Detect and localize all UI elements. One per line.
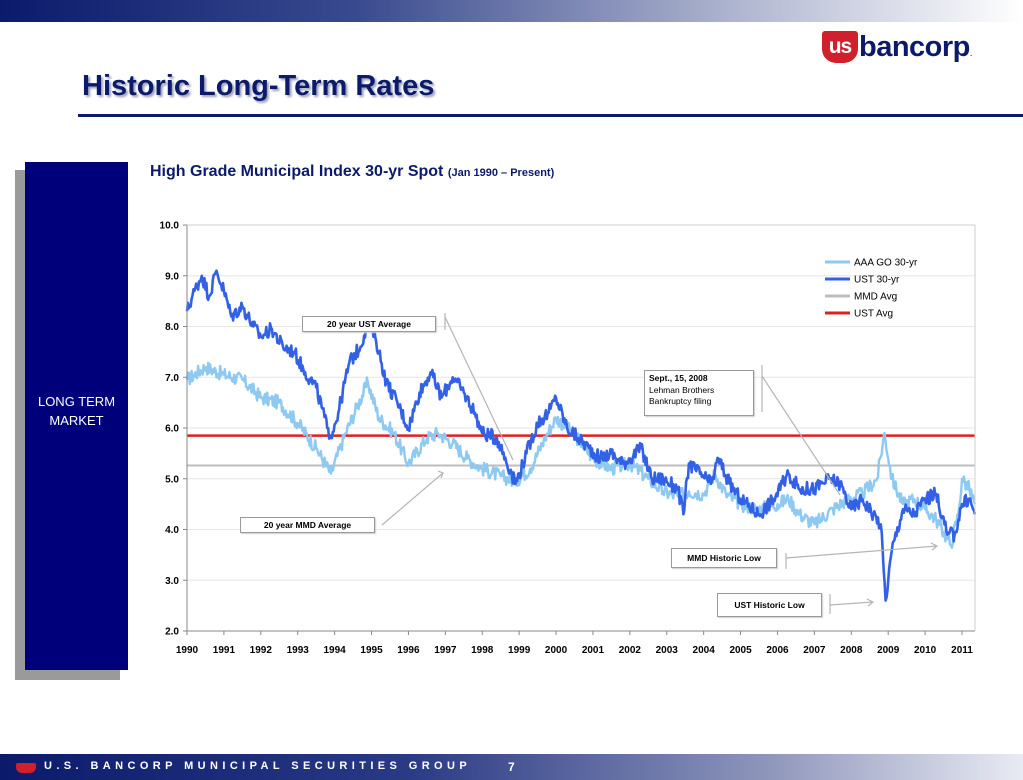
mmd-average-callout: 20 year MMD Average [240, 517, 375, 533]
series-line-aaa-go-30-yr [185, 361, 977, 549]
chart-title-text: High Grade Municipal Index 30-yr Spot [150, 163, 444, 180]
x-tick-label: 1997 [434, 645, 457, 656]
ust-average-leader [444, 316, 514, 461]
annotation-leaders [381, 313, 939, 614]
mmd-average-arrowhead [437, 470, 444, 479]
side-panel: LONG TERM MARKET [25, 162, 128, 670]
legend: AAA GO 30-yr UST 30-yr MMD Avg UST Avg [825, 258, 918, 320]
footer-flag-icon [16, 763, 36, 773]
y-tick-label: 5.0 [165, 474, 179, 485]
x-tick-label: 1999 [508, 645, 531, 656]
chart-title: High Grade Municipal Index 30-yr Spot (J… [150, 163, 554, 181]
ust-low-callout-text: UST Historic Low [734, 600, 805, 610]
x-tick-label: 2010 [914, 645, 937, 656]
footer-text: U.S. BANCORP MUNICIPAL SECURITIES GROUP [44, 760, 472, 772]
y-tick-label: 4.0 [165, 525, 179, 536]
title-divider [78, 114, 1023, 117]
x-tick-label: 2000 [545, 645, 568, 656]
x-tick-label: 1998 [471, 645, 494, 656]
y-tick-label: 7.0 [165, 373, 179, 384]
page-title: Historic Long-Term Rates [82, 70, 435, 102]
lehman-callout-date: Sept., 15, 2008 [649, 373, 708, 383]
x-tick-label: 2011 [951, 645, 973, 656]
legend-label: UST Avg [854, 309, 893, 320]
series-layer [185, 269, 977, 602]
series-line-ust-30-yr [185, 269, 977, 602]
x-tick-label: 1995 [360, 645, 383, 656]
y-tick-label: 6.0 [165, 424, 179, 435]
x-tick-label: 2009 [877, 645, 900, 656]
x-tick-label: 2008 [840, 645, 863, 656]
mmd-average-leader [381, 472, 444, 526]
lehman-callout: Sept., 15, 2008 Lehman Brothers Bankrupt… [644, 370, 754, 416]
x-tick-label: 1991 [213, 645, 236, 656]
x-tick-label: 2005 [729, 645, 752, 656]
page-number: 7 [508, 760, 515, 774]
x-tick-label: 1993 [287, 645, 310, 656]
x-tick-label: 2004 [693, 645, 716, 656]
mmd-low-callout: MMD Historic Low [671, 548, 777, 568]
ust-low-arrowhead [866, 598, 875, 607]
ust-low-leader [829, 601, 874, 606]
y-tick-label: 10.0 [160, 221, 180, 232]
chart-subtitle: (Jan 1990 – Present) [447, 167, 555, 179]
legend-label: MMD Avg [854, 292, 897, 303]
mmd-low-leader [785, 545, 938, 559]
x-tick-label: 2007 [803, 645, 826, 656]
top-gradient-bar [0, 0, 1023, 22]
y-tick-labels: 10.0 9.0 8.0 7.0 6.0 5.0 4.0 3.0 2.0 [160, 221, 180, 638]
logo-registered-mark: . [969, 48, 973, 58]
mmd-low-callout-text: MMD Historic Low [687, 553, 761, 563]
axis-layer [183, 224, 976, 635]
ust-average-callout: 20 year UST Average [302, 316, 436, 332]
usbancorp-logo: us bancorp . [822, 30, 972, 64]
x-tick-label: 1994 [323, 645, 346, 656]
rates-line-chart: 10.09.08.07.06.05.04.03.02.0 1990 1991 199… [160, 221, 977, 656]
y-tick-label: 3.0 [165, 576, 179, 587]
logo-shield-icon: us [822, 31, 858, 63]
footer-bar: U.S. BANCORP MUNICIPAL SECURITIES GROUP … [0, 754, 1023, 780]
y-tick-label: 2.0 [165, 627, 179, 638]
x-tick-label: 2003 [656, 645, 679, 656]
legend-label: AAA GO 30-yr [854, 258, 918, 269]
y-tick-label: 9.0 [165, 271, 179, 282]
lehman-leader [761, 375, 841, 496]
ust-average-callout-text: 20 year UST Average [327, 319, 411, 329]
x-tick-label: 1992 [250, 645, 273, 656]
logo-wordmark: bancorp [859, 30, 970, 63]
lehman-callout-line3: Bankruptcy filing [649, 396, 712, 406]
x-tick-label: 1996 [397, 645, 420, 656]
side-panel-label: LONG TERM MARKET [37, 394, 116, 428]
lehman-callout-line2: Lehman Brothers [649, 384, 715, 395]
legend-label: UST 30-yr [854, 275, 900, 286]
ust-low-callout: UST Historic Low [717, 593, 822, 617]
x-tick-label: 1990 [176, 645, 199, 656]
x-tick-label: 2006 [766, 645, 789, 656]
y-tick-label: 8.0 [165, 322, 179, 333]
x-tick-labels: 1990 1991 1992 1993 1994 1995 1996 1997 1998 1999… [176, 645, 973, 656]
mmd-low-arrowhead [930, 542, 939, 551]
x-tick-label: 2001 [582, 645, 605, 656]
mmd-average-callout-text: 20 year MMD Average [263, 520, 352, 530]
x-tick-label: 2002 [619, 645, 642, 656]
